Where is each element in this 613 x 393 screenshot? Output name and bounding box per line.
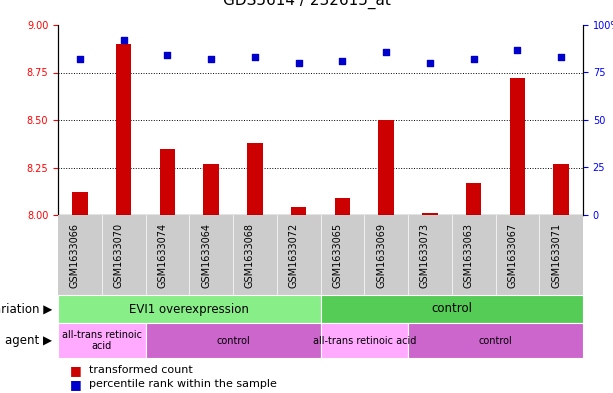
Text: control: control (216, 336, 250, 345)
Text: all-trans retinoic
acid: all-trans retinoic acid (62, 330, 142, 351)
Bar (510, 78, 525, 215)
Point (162, 52, 172, 59)
Bar (554, 164, 569, 215)
Text: control: control (479, 336, 512, 345)
Text: transformed count: transformed count (89, 365, 192, 375)
Bar (116, 44, 131, 215)
Text: genotype/variation ▶: genotype/variation ▶ (0, 303, 52, 316)
Text: ■: ■ (70, 364, 82, 377)
Text: GSM1633068: GSM1633068 (245, 222, 255, 288)
Point (469, 56, 479, 62)
Text: GSM1633064: GSM1633064 (201, 222, 211, 288)
Bar (204, 164, 219, 215)
Bar (466, 183, 481, 215)
Bar (160, 149, 175, 215)
Point (294, 60, 303, 66)
Point (250, 54, 260, 61)
Text: GSM1633070: GSM1633070 (113, 222, 124, 288)
Bar (422, 213, 438, 215)
Point (512, 46, 522, 53)
Point (338, 58, 348, 64)
Text: percentile rank within the sample: percentile rank within the sample (89, 379, 276, 389)
Point (119, 37, 129, 43)
Text: GSM1633069: GSM1633069 (376, 222, 386, 288)
Text: control: control (432, 303, 472, 316)
Point (556, 54, 566, 61)
Text: GSM1633063: GSM1633063 (463, 222, 474, 288)
Bar (72, 192, 88, 215)
Text: EVI1 overexpression: EVI1 overexpression (129, 303, 249, 316)
Text: GSM1633072: GSM1633072 (289, 222, 299, 288)
Text: GDS5614 / 232615_at: GDS5614 / 232615_at (223, 0, 390, 9)
Text: agent ▶: agent ▶ (5, 334, 52, 347)
Text: GSM1633073: GSM1633073 (420, 222, 430, 288)
Text: all-trans retinoic acid: all-trans retinoic acid (313, 336, 416, 345)
Bar (335, 198, 350, 215)
Point (381, 48, 391, 55)
Bar (291, 208, 306, 215)
Text: ■: ■ (70, 378, 82, 391)
Text: GSM1633074: GSM1633074 (158, 222, 167, 288)
Bar (247, 143, 262, 215)
Point (75, 56, 85, 62)
Point (206, 56, 216, 62)
Bar (378, 120, 394, 215)
Text: GSM1633071: GSM1633071 (551, 222, 561, 288)
Point (425, 60, 435, 66)
Text: GSM1633066: GSM1633066 (70, 222, 80, 288)
Text: GSM1633065: GSM1633065 (332, 222, 343, 288)
Text: GSM1633067: GSM1633067 (508, 222, 517, 288)
